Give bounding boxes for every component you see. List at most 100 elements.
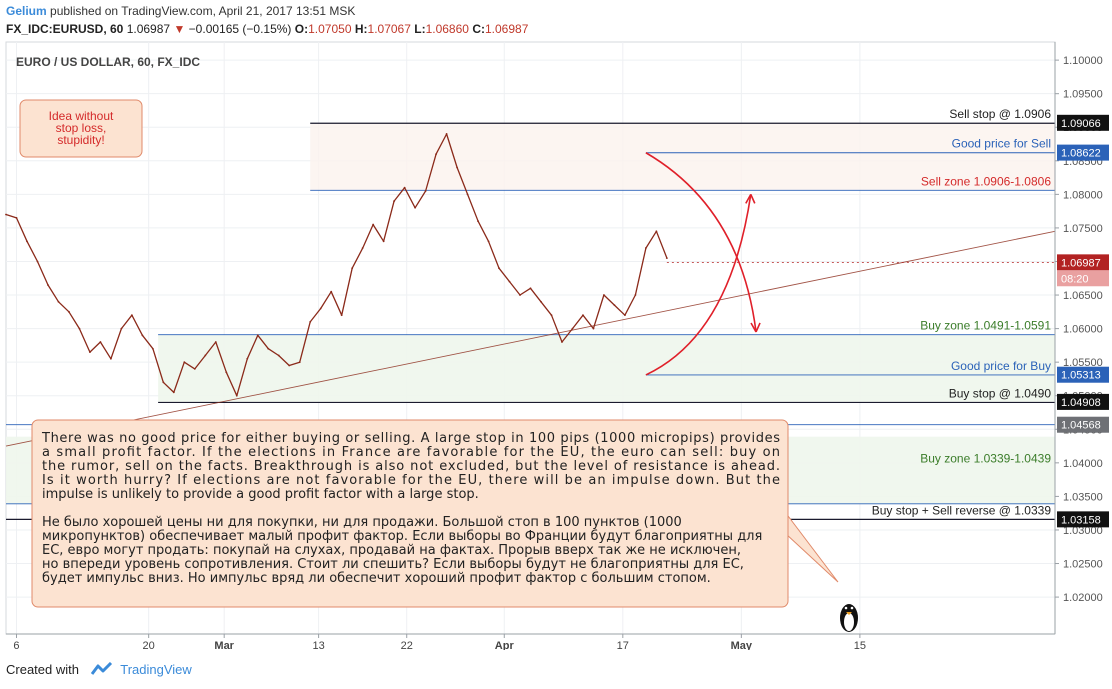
price-point [445,133,448,135]
price-point [435,153,437,155]
price-point [540,300,542,303]
note-en-line: impulse is unlikely to provide a good pr… [42,487,479,502]
price-point [456,166,458,169]
buy-zone-shade [158,334,1056,402]
y-tick-label: 1.05500 [1063,357,1103,369]
price-point [624,314,626,317]
analysis-note-box [31,419,789,608]
price-point [644,247,647,249]
price-point [634,294,637,296]
price-point [15,216,18,219]
price-point [246,357,249,360]
price-point [382,240,385,243]
created-with-label: Created with [6,662,79,677]
price-point [487,240,490,243]
note-ru-line: но впереди уровень сопротивления. Стоит … [42,557,744,572]
up-scenario-arrow [645,194,752,376]
x-tick-label: 22 [401,640,413,650]
symbol-label: FX_IDC:EURUSD, 60 [6,22,124,36]
price-point [204,354,207,357]
price-point [183,361,186,364]
y-tick-label: 1.08000 [1063,189,1103,201]
price-point [309,320,312,323]
price-point [172,391,175,394]
price-point [36,260,39,263]
price-point [603,294,605,296]
price-label-text: 1.09066 [1061,118,1101,130]
price-change: −0.00165 (−0.15%) [188,22,292,36]
price-point [477,220,479,223]
note-ru-line: будет импульс вниз. Но импульс вряд ли о… [42,571,711,586]
trend-line [5,230,1056,447]
price-point [655,230,658,233]
price-label-text: 1.06987 [1061,257,1101,269]
price-point [340,314,343,317]
price-label-box [1057,393,1109,410]
y-tick-label: 1.02500 [1063,559,1103,571]
price-point [319,307,322,310]
x-tick-label: 15 [854,640,866,650]
tradingview-logo-icon[interactable] [90,662,113,679]
price-point [151,347,154,350]
tradingview-link[interactable]: TradingView [120,662,192,677]
note-ru-line: микропунктов) обеспечивает малый профит … [42,529,762,544]
price-point [372,223,375,226]
penguin-icon [840,604,858,632]
open-label: O: [294,22,309,36]
level-label: Buy stop @ 1.0490 [949,386,1052,400]
chart-title: EURO / US DOLLAR, 60, FX_IDC [16,55,200,69]
x-tick-label: 13 [312,640,324,650]
price-point [288,364,291,367]
y-tick-label: 1.06500 [1063,290,1103,302]
price-point [256,334,259,337]
price-chart[interactable]: Sell stop @ 1.0906 Good price for Sell Sel… [0,40,1112,650]
price-point [89,351,91,353]
price-label-text: 1.05313 [1061,370,1101,382]
price-label-box [1057,416,1109,433]
price-point [267,347,270,350]
price-point [529,287,532,290]
price-point [403,186,406,189]
price-point [298,361,301,364]
open-value: 1.07050 [308,22,352,36]
y-tick-label: 1.03000 [1063,525,1103,537]
idea-note-text: Idea without [49,109,114,123]
level-label: Buy zone 1.0491-1.0591 [920,319,1051,333]
price-label-box [1057,114,1109,131]
close-label: C: [472,22,485,36]
price-point [351,267,354,270]
price-point [130,314,133,317]
price-label-text: 1.04568 [1061,420,1101,432]
publisher-name[interactable]: Gelium [6,4,47,18]
y-tick-label: 1.03500 [1063,491,1103,503]
price-label-text: 08:20 [1061,273,1089,285]
y-tick-label: 1.06000 [1063,324,1103,336]
price-point [592,327,595,330]
price-point [68,310,70,313]
price-point [466,193,469,196]
x-tick-label: Apr [495,640,515,650]
price-point [414,206,417,209]
footer: Created with TradingView [6,662,192,679]
price-point [141,334,144,337]
down-arrow-head-icon [750,322,761,333]
idea-note-text: stop loss, [56,121,107,135]
close-value: 1.06987 [484,22,529,36]
price-point [665,257,668,260]
price-label-text: 1.08622 [1061,148,1101,160]
down-triangle-icon: ▼ [173,22,186,36]
price-point [214,341,217,343]
price-point [110,357,112,360]
price-point [498,267,500,270]
price-point [193,367,196,370]
published-text: published on TradingView.com, April 21, … [50,4,356,18]
note-ru-line: ЕС, евро могут продать: покупай на слуха… [42,543,741,558]
level-label: Sell zone 1.0906-1.0806 [921,174,1051,188]
price-point [162,381,165,384]
price-label-box [1057,254,1109,271]
level-label: Good price for Buy [951,359,1051,373]
price-point [613,304,616,307]
price-point [424,190,427,192]
level-label: Good price for Sell [952,137,1051,151]
note-en-line: the rumor, sell on the facts. Breakthrou… [42,459,780,474]
